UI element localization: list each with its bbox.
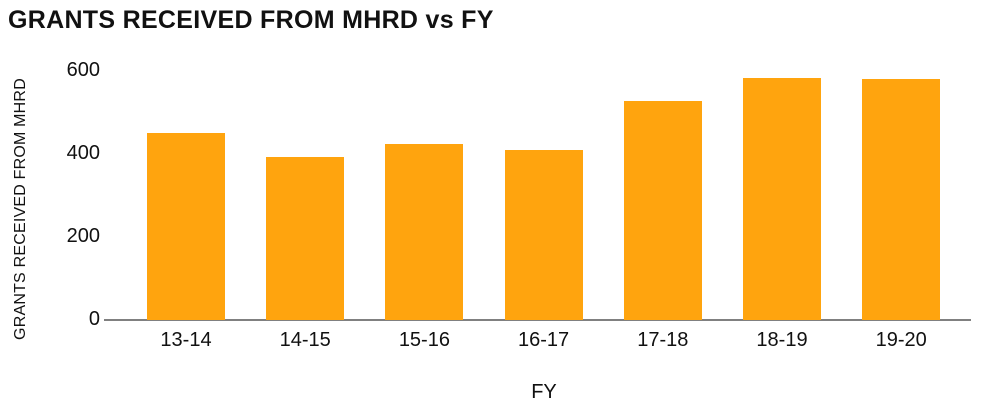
chart-title: GRANTS RECEIVED FROM MHRD vs FY — [8, 6, 494, 34]
y-tick-label: 0 — [88, 308, 100, 330]
bar-14-15 — [266, 157, 345, 320]
x-tick-label: 16-17 — [518, 329, 570, 351]
bar-16-17 — [504, 150, 583, 320]
bar-17-18 — [623, 101, 702, 320]
x-axis-line — [104, 319, 971, 321]
y-tick-label: 200 — [66, 225, 100, 247]
x-tick-label: 15-16 — [398, 329, 450, 351]
bar-18-19 — [743, 78, 821, 320]
x-axis-title: FY — [531, 381, 557, 403]
bar-13-14 — [147, 133, 225, 320]
x-tick-label: 17-18 — [637, 329, 689, 351]
x-tick-label: 18-19 — [756, 329, 808, 351]
y-tick-label: 400 — [66, 142, 100, 164]
y-tick-label: 600 — [66, 59, 100, 81]
y-axis-title: GRANTS RECEIVED FROM MHRD — [12, 78, 29, 340]
bar-19-20 — [862, 79, 941, 320]
x-tick-label: 13-14 — [160, 329, 212, 351]
x-tick-label: 14-15 — [279, 329, 331, 351]
x-tick-label: 19-20 — [875, 329, 927, 351]
bar-15-16 — [385, 144, 464, 320]
